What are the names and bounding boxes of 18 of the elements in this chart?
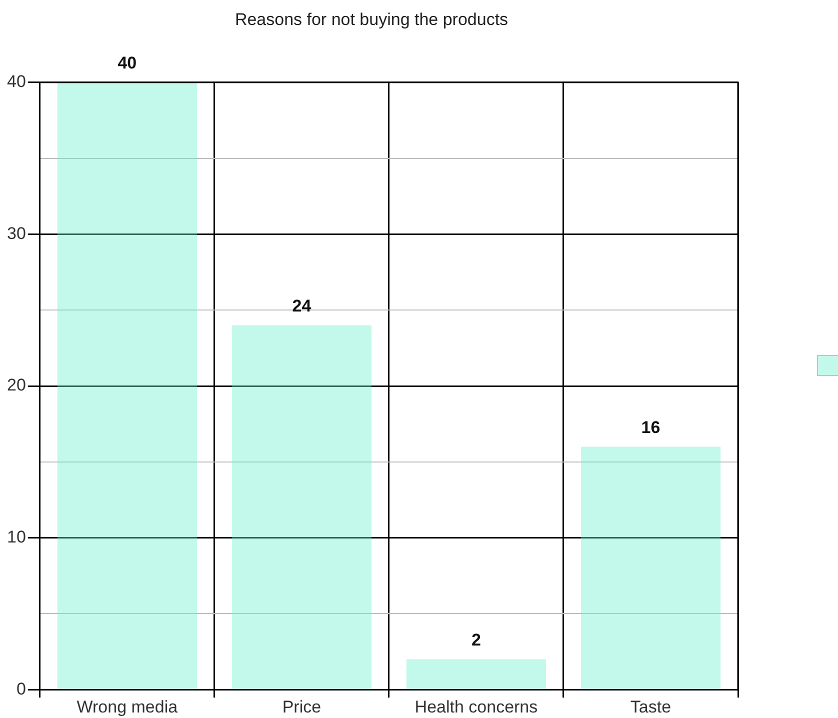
y-tick-label: 10 [6, 527, 26, 546]
bar [406, 659, 546, 689]
y-tick-label: 20 [6, 376, 26, 395]
x-tick-label: Health concerns [414, 697, 538, 716]
x-tick-label: Wrong media [76, 697, 178, 716]
bar [232, 325, 372, 689]
y-tick-label: 0 [16, 679, 26, 698]
y-tick-label: 40 [6, 72, 26, 92]
bar [580, 446, 721, 689]
data-label: 40 [118, 54, 137, 73]
data-label: 16 [641, 418, 660, 437]
bar [57, 82, 197, 689]
data-label: 2 [471, 630, 481, 650]
x-tick-label: Taste [630, 697, 672, 716]
data-label: 24 [292, 296, 312, 316]
x-tick-label: Price [282, 697, 322, 716]
chart-title: Reasons for not buying the products [234, 10, 508, 29]
y-tick-label: 30 [6, 224, 26, 243]
